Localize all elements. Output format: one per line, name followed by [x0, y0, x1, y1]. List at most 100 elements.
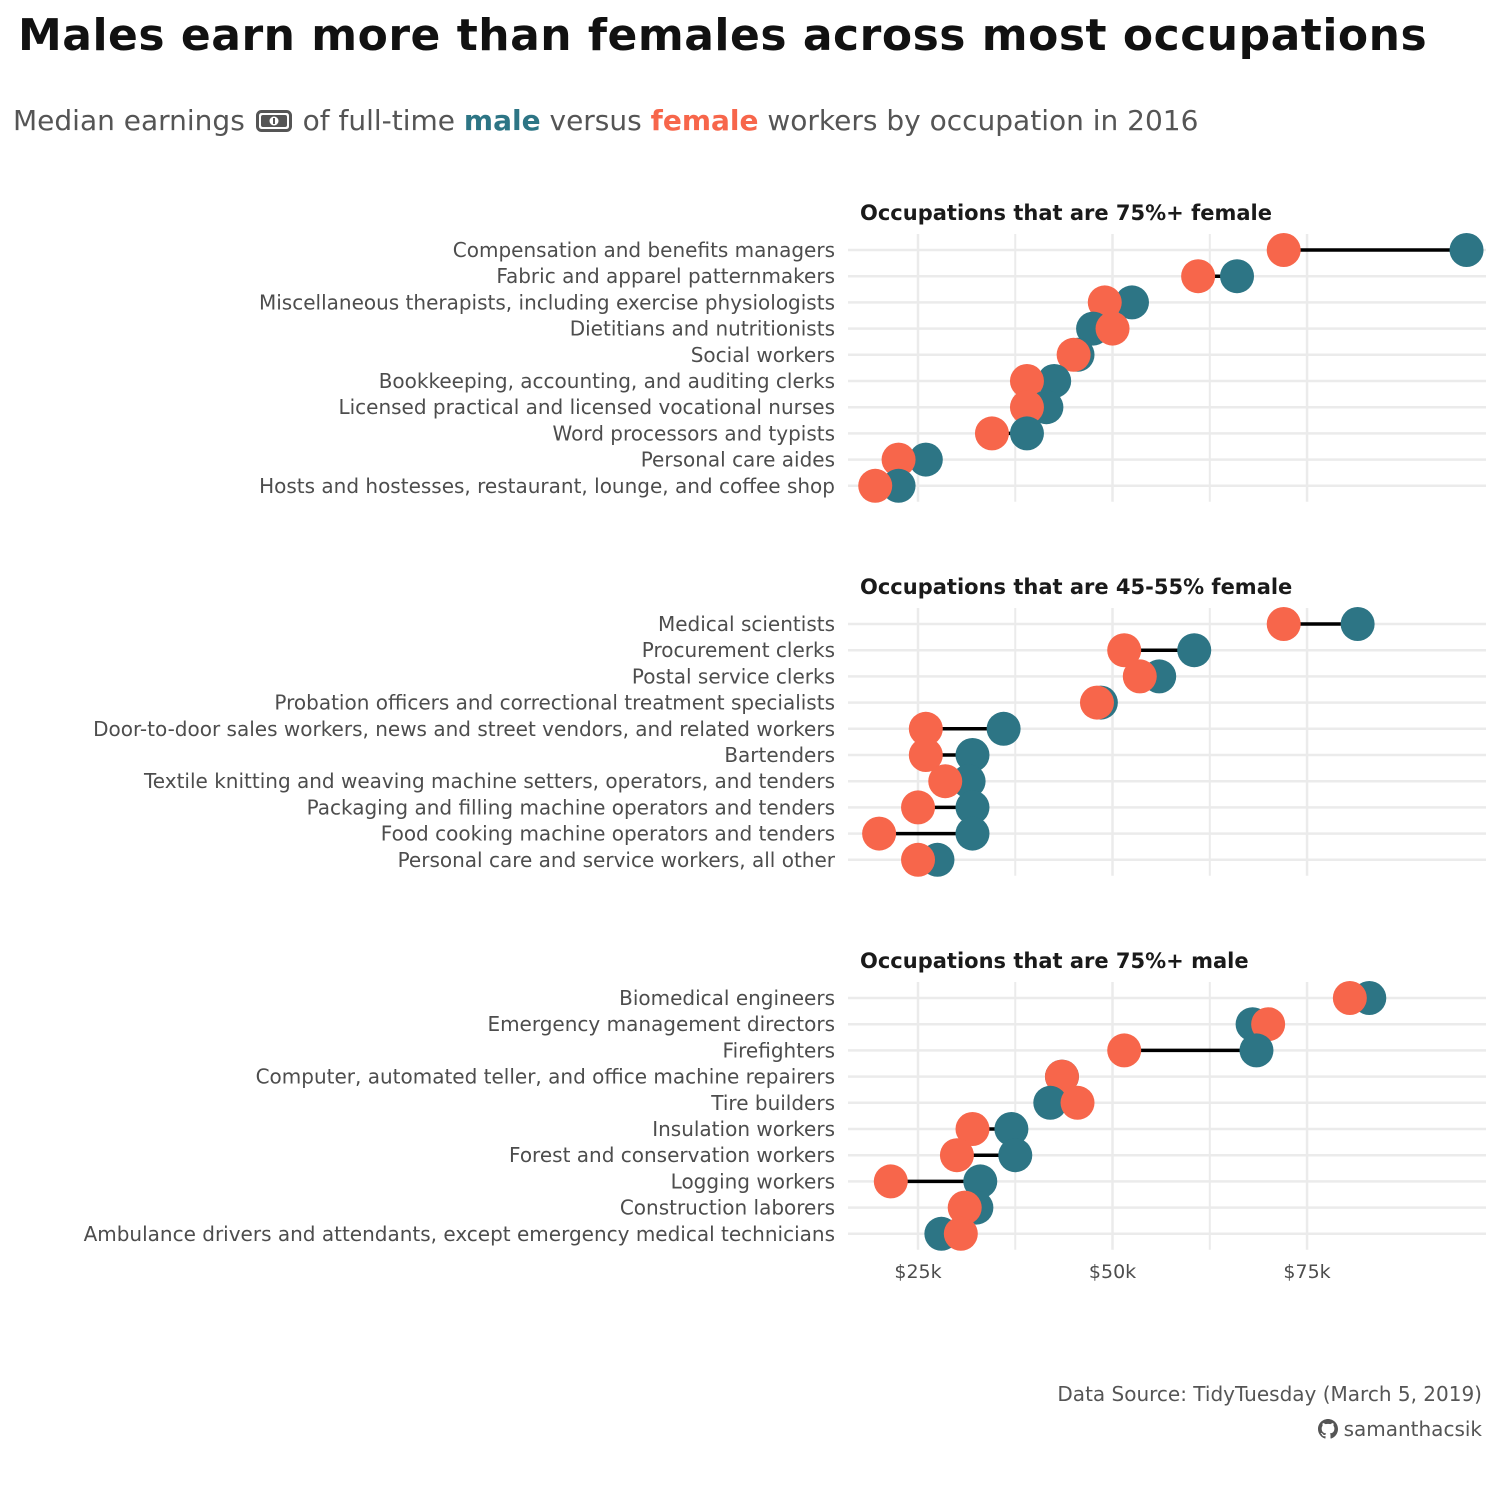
row-label: Word processors and typists — [553, 421, 835, 445]
row-label: Social workers — [691, 343, 835, 367]
row-label: Personal care and service workers, all o… — [398, 848, 836, 872]
row-label: Ambulance drivers and attendants, except… — [84, 1222, 835, 1246]
male-point — [908, 442, 943, 477]
female-point — [858, 468, 893, 503]
female-point — [881, 442, 916, 477]
male-point — [994, 1112, 1029, 1146]
row-label: Hosts and hostesses, restaurant, lounge,… — [259, 474, 835, 498]
female-point — [908, 738, 943, 772]
male-point — [955, 816, 990, 851]
subtitle-mid2: versus — [549, 104, 642, 137]
row-label: Postal service clerks — [632, 664, 835, 688]
female-point — [901, 842, 936, 877]
female-point — [1079, 685, 1114, 720]
panel-1: Occupations that are 75%+ female Compensa… — [259, 201, 1486, 503]
female-point — [1056, 337, 1091, 372]
female-point — [939, 1138, 974, 1173]
author-credit: samanthacsik — [1317, 1417, 1482, 1444]
row-label: Fabric and apparel patternmakers — [496, 264, 835, 288]
row-label: Forest and conservation workers — [509, 1143, 835, 1167]
data-source: Data Source: TidyTuesday (March 5, 2019) — [1057, 1382, 1482, 1406]
row-label: Firefighters — [723, 1038, 835, 1062]
female-point — [862, 816, 897, 851]
male-point — [1114, 285, 1149, 320]
row-label: Door-to-door sales workers, news and str… — [93, 717, 835, 741]
row-label: Procurement clerks — [642, 638, 835, 662]
male-point — [1037, 364, 1072, 398]
female-point — [1251, 1007, 1286, 1042]
row-label: Bookkeeping, accounting, and auditing cl… — [379, 369, 835, 393]
male-point — [955, 738, 990, 772]
row-label: Logging workers — [671, 1169, 835, 1193]
male-point — [998, 1138, 1033, 1173]
row-label: Textile knitting and weaving machine set… — [143, 769, 835, 793]
row-label: Packaging and filling machine operators … — [307, 795, 835, 819]
female-point — [1107, 633, 1142, 668]
github-icon — [1317, 1419, 1338, 1444]
male-point — [1449, 233, 1484, 267]
row-label: Insulation workers — [652, 1117, 835, 1141]
row-label: Compensation and benefits managers — [453, 238, 835, 262]
row-label: Dietitians and nutritionists — [570, 317, 835, 341]
male-point — [963, 1164, 998, 1199]
male-point — [951, 764, 986, 799]
row-label: Construction laborers — [620, 1196, 835, 1220]
male-point — [1177, 633, 1212, 668]
subtitle-mid1: of full-time — [302, 104, 456, 137]
x-tick-label: $25k — [894, 1261, 941, 1283]
female-point — [901, 790, 936, 825]
panel-title: Occupations that are 45-55% female — [860, 575, 1292, 599]
male-point — [955, 790, 990, 825]
x-tick-label: $75k — [1283, 1261, 1330, 1283]
female-point — [1266, 233, 1301, 267]
female-point — [974, 416, 1009, 451]
panel-2: Occupations that are 45-55% female Medica… — [93, 575, 1486, 877]
male-point — [1340, 607, 1375, 641]
female-point — [1122, 659, 1157, 694]
female-point — [1181, 259, 1216, 294]
chart-subtitle: Median earnings of full-time male versus… — [13, 104, 1198, 140]
female-point — [1332, 981, 1367, 1015]
male-point — [1220, 259, 1255, 294]
female-point — [928, 764, 963, 799]
female-point — [955, 1112, 990, 1146]
row-label: Food cooking machine operators and tende… — [381, 822, 835, 846]
male-point — [1033, 1085, 1068, 1120]
female-point — [908, 711, 943, 746]
row-label: Tire builders — [710, 1091, 835, 1115]
female-point — [1009, 390, 1044, 425]
female-point — [947, 1190, 982, 1225]
female-point — [1044, 1059, 1079, 1094]
female-point — [1107, 1033, 1142, 1068]
chart-title: Males earn more than females across most… — [18, 10, 1428, 61]
female-point — [873, 1164, 908, 1199]
subtitle-prefix: Median earnings — [13, 104, 245, 137]
male-point — [1239, 1033, 1274, 1068]
row-label: Emergency management directors — [487, 1012, 835, 1036]
female-point — [1095, 311, 1130, 346]
female-point — [1266, 607, 1301, 641]
money-icon — [255, 107, 292, 140]
row-label: Computer, automated teller, and office m… — [256, 1065, 835, 1089]
row-label: Personal care aides — [641, 448, 835, 472]
row-label: Miscellaneous therapists, including exer… — [259, 290, 835, 314]
subtitle-male-word: male — [463, 104, 541, 137]
panel-title: Occupations that are 75%+ female — [860, 201, 1272, 225]
panel-3: Occupations that are 75%+ male Biomedical… — [84, 949, 1486, 1251]
author-name: samanthacsik — [1343, 1417, 1482, 1441]
row-label: Medical scientists — [658, 612, 835, 636]
row-label: Licensed practical and licensed vocation… — [338, 395, 835, 419]
male-point — [1009, 416, 1044, 451]
male-point — [986, 711, 1021, 746]
panel-title: Occupations that are 75%+ male — [860, 949, 1249, 973]
row-label: Bartenders — [724, 743, 835, 767]
row-label: Probation officers and correctional trea… — [274, 691, 835, 715]
female-point — [1060, 1085, 1095, 1120]
row-label: Biomedical engineers — [619, 986, 835, 1010]
female-point — [1009, 364, 1044, 398]
subtitle-female-word: female — [650, 104, 759, 137]
female-point — [1087, 285, 1122, 320]
x-tick-label: $50k — [1089, 1261, 1136, 1283]
male-point — [881, 468, 916, 503]
